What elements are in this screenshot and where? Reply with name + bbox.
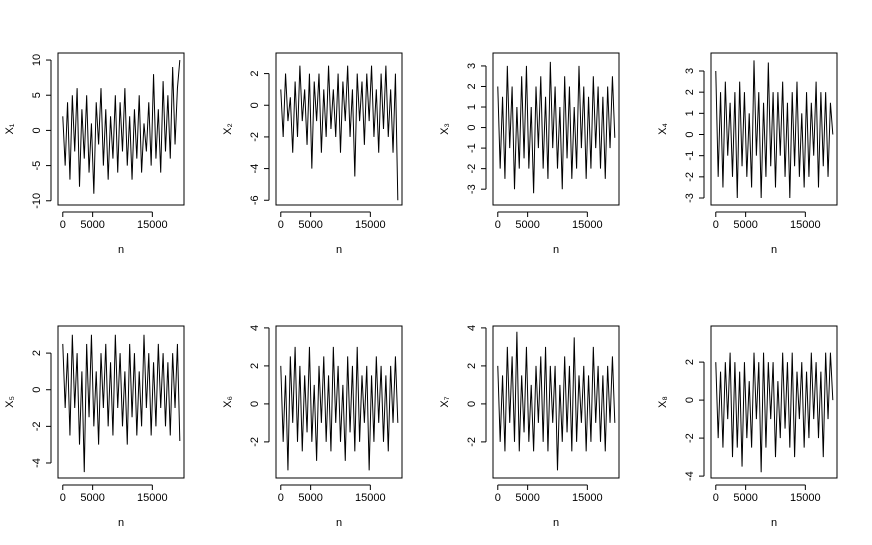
x-tick-label: 0 <box>60 492 66 504</box>
x-tick-label: 0 <box>278 219 284 231</box>
y-tick-label: 2 <box>684 359 696 365</box>
y-tick-label: 2 <box>684 89 696 95</box>
x-axis-label: n <box>336 244 342 256</box>
y-tick-label: -1 <box>466 143 478 153</box>
y-tick-label: -2 <box>249 132 261 142</box>
x-tick-label: 5000 <box>515 492 539 504</box>
y-tick-label: -3 <box>684 193 696 203</box>
trace-line <box>497 331 616 471</box>
plot-box <box>492 325 620 479</box>
y-tick-label: -2 <box>31 421 43 431</box>
x-axis-label: n <box>118 517 124 529</box>
trace-line <box>62 59 181 194</box>
plot-box <box>57 52 185 206</box>
trace-line <box>62 334 181 473</box>
x-axis-label: n <box>336 517 342 529</box>
y-tick-label: 2 <box>249 71 261 77</box>
y-tick-label: 2 <box>466 83 478 89</box>
y-axis-label: X₇ <box>439 396 451 407</box>
y-tick-label: 3 <box>466 63 478 69</box>
y-tick-label: -6 <box>249 195 261 205</box>
x-axis-label: n <box>553 244 559 256</box>
y-tick-label: -2 <box>249 437 261 447</box>
y-axis-label: X₁ <box>4 123 16 134</box>
y-tick-label: -10 <box>31 193 43 209</box>
plot-box <box>710 52 838 206</box>
x-tick-label: 15000 <box>790 219 821 231</box>
x-tick-label: 15000 <box>355 219 386 231</box>
x-axis-label: n <box>118 244 124 256</box>
x-tick-label: 15000 <box>572 219 603 231</box>
trace-line <box>715 60 834 199</box>
x-axis-label: n <box>771 244 777 256</box>
y-tick-label: 0 <box>466 401 478 407</box>
y-tick-label: -4 <box>249 164 261 174</box>
y-axis-label: X₄ <box>657 123 669 135</box>
y-tick-label: 1 <box>684 110 696 116</box>
y-axis-label: X₃ <box>439 123 451 135</box>
x-axis-label: n <box>553 517 559 529</box>
trace-line <box>497 61 616 194</box>
y-tick-label: -1 <box>684 151 696 161</box>
x-axis-label: n <box>771 517 777 529</box>
plot-box <box>710 325 838 479</box>
y-tick-label: 0 <box>249 102 261 108</box>
plot-box <box>275 52 403 206</box>
y-axis-label: X₈ <box>657 396 669 408</box>
y-tick-label: -5 <box>31 161 43 171</box>
y-tick-label: 0 <box>684 397 696 403</box>
y-tick-label: -2 <box>684 433 696 443</box>
y-tick-label: 3 <box>684 68 696 74</box>
y-tick-label: 2 <box>31 350 43 356</box>
x-tick-label: 15000 <box>137 492 168 504</box>
y-axis-label: X₅ <box>4 396 16 408</box>
x-tick-label: 5000 <box>298 492 322 504</box>
y-tick-label: 0 <box>249 401 261 407</box>
trace-line <box>280 65 399 201</box>
y-tick-label: 4 <box>249 325 261 331</box>
x-tick-label: 5000 <box>298 219 322 231</box>
y-tick-label: 2 <box>466 363 478 369</box>
x-tick-label: 5000 <box>733 492 757 504</box>
y-tick-label: 4 <box>466 325 478 331</box>
trace-line <box>715 352 834 473</box>
x-tick-label: 15000 <box>355 492 386 504</box>
plot-box <box>275 325 403 479</box>
x-tick-label: 5000 <box>515 219 539 231</box>
y-tick-label: 1 <box>466 104 478 110</box>
y-tick-label: -3 <box>466 184 478 194</box>
y-axis-label: X₆ <box>222 396 234 408</box>
x-tick-label: 0 <box>713 219 719 231</box>
plot-box <box>57 325 185 479</box>
y-tick-label: -4 <box>684 471 696 481</box>
x-tick-label: 5000 <box>80 219 104 231</box>
y-tick-label: 0 <box>31 387 43 393</box>
x-tick-label: 0 <box>495 219 501 231</box>
y-tick-label: 5 <box>31 92 43 98</box>
x-tick-label: 0 <box>60 219 66 231</box>
y-tick-label: -4 <box>31 458 43 468</box>
y-tick-label: -2 <box>684 172 696 182</box>
plot-box <box>492 52 620 206</box>
y-tick-label: 0 <box>684 131 696 137</box>
x-tick-label: 5000 <box>733 219 757 231</box>
x-tick-label: 15000 <box>790 492 821 504</box>
y-tick-label: 0 <box>466 124 478 130</box>
x-tick-label: 15000 <box>572 492 603 504</box>
x-tick-label: 0 <box>713 492 719 504</box>
y-tick-label: -2 <box>466 437 478 447</box>
y-tick-label: -2 <box>466 164 478 174</box>
y-tick-label: 0 <box>31 127 43 133</box>
x-tick-label: 15000 <box>137 219 168 231</box>
x-tick-label: 0 <box>495 492 501 504</box>
y-tick-label: 10 <box>31 54 43 66</box>
x-tick-label: 5000 <box>80 492 104 504</box>
y-axis-label: X₂ <box>222 123 234 135</box>
x-tick-label: 0 <box>278 492 284 504</box>
y-tick-label: 2 <box>249 363 261 369</box>
trace-line <box>280 346 399 471</box>
